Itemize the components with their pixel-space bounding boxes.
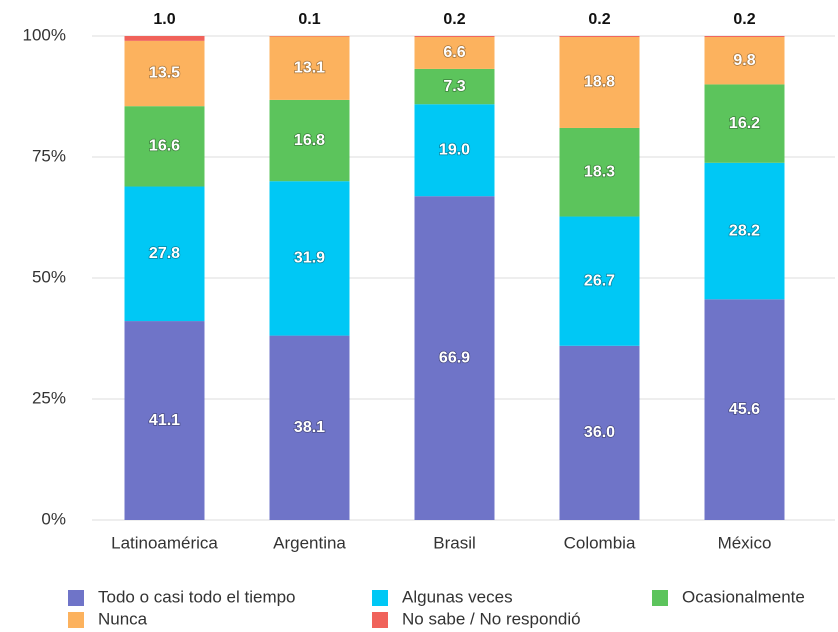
bar-segment: [559, 36, 640, 128]
data-label: 0.2: [443, 11, 465, 28]
legend-swatch: [68, 612, 84, 628]
data-label: 41.1: [149, 412, 180, 429]
bar-segment: [704, 299, 785, 520]
data-label: 16.8: [294, 132, 325, 149]
y-tick-label: 25%: [32, 388, 66, 407]
data-label: 16.6: [149, 138, 180, 155]
data-label: 18.3: [584, 163, 615, 180]
bar-segment: [269, 335, 350, 520]
data-label: 45.6: [729, 401, 760, 418]
bar-segment: [414, 104, 495, 197]
data-label: 38.1: [294, 419, 325, 436]
data-label: 13.5: [149, 65, 180, 82]
bar-segment: [414, 36, 495, 37]
bar-segment: [559, 36, 640, 37]
legend-swatch: [372, 590, 388, 606]
legend-swatch: [372, 612, 388, 628]
data-label: 27.8: [149, 245, 180, 262]
data-label: 26.7: [584, 272, 615, 289]
legend-label: No sabe / No respondió: [402, 609, 581, 628]
bar-segment: [124, 186, 205, 322]
data-label: 7.3: [443, 78, 465, 95]
data-label: 0.1: [298, 11, 320, 28]
x-tick-label: Colombia: [564, 533, 636, 552]
y-tick-label: 50%: [32, 267, 66, 286]
bar-segment: [559, 345, 640, 520]
data-label: 13.1: [294, 59, 325, 76]
data-label: 28.2: [729, 222, 760, 239]
legend-swatch: [652, 590, 668, 606]
bar-segment: [414, 36, 495, 69]
bar-segment: [124, 321, 205, 520]
y-tick-label: 100%: [23, 25, 66, 44]
x-tick-label: México: [718, 533, 772, 552]
x-tick-label: Latinoamérica: [111, 533, 218, 552]
bar-segment: [124, 106, 205, 187]
legend-label: Todo o casi todo el tiempo: [98, 587, 296, 606]
data-label: 16.2: [729, 115, 760, 132]
bar-segment: [704, 162, 785, 300]
bar-segment: [269, 181, 350, 336]
data-label: 0.2: [588, 11, 610, 28]
bar-segment: [704, 84, 785, 163]
y-tick-label: 75%: [32, 146, 66, 165]
data-label: 18.8: [584, 74, 615, 91]
legend-label: Nunca: [98, 609, 148, 628]
x-tick-label: Brasil: [433, 533, 476, 552]
legend-label: Algunas veces: [402, 587, 513, 606]
bar-segment: [124, 40, 205, 107]
bar-segment: [269, 99, 350, 182]
data-label: 9.8: [733, 52, 755, 69]
bar-segment: [124, 36, 205, 41]
bar-segment: [559, 216, 640, 346]
y-tick-label: 0%: [41, 509, 66, 528]
data-label: 1.0: [153, 11, 175, 28]
data-label: 31.9: [294, 250, 325, 267]
data-label: 19.0: [439, 141, 470, 158]
legend-swatch: [68, 590, 84, 606]
bar-segment: [559, 127, 640, 217]
data-label: 66.9: [439, 349, 470, 366]
bar-segment: [414, 196, 495, 521]
data-label: 36.0: [584, 424, 615, 441]
bar-segment: [704, 36, 785, 85]
legend-label: Ocasionalmente: [682, 587, 805, 606]
data-label: 6.6: [443, 44, 465, 61]
data-label: 0.2: [733, 11, 755, 28]
bar-segment: [269, 36, 350, 100]
x-tick-label: Argentina: [273, 533, 346, 552]
bar-segment: [414, 68, 495, 105]
bar-segment: [704, 36, 785, 37]
